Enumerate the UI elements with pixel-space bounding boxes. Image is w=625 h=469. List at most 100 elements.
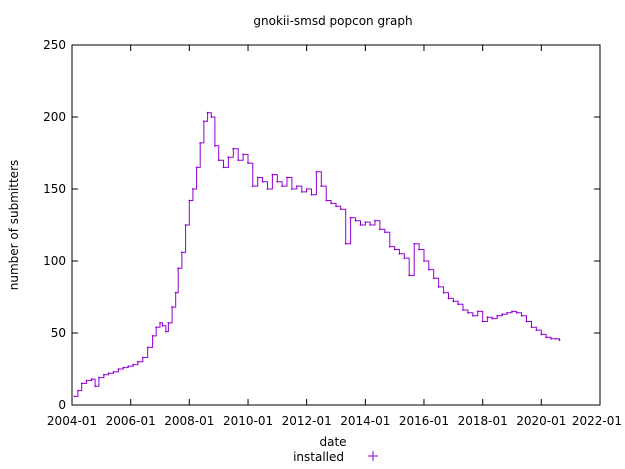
x-axis: 2004-01 2006-01 2008-01 2010-01 2012-01 2014-… (47, 45, 622, 428)
data-point (432, 277, 435, 280)
data-point (354, 219, 357, 222)
data-point (530, 326, 533, 329)
data-point (491, 317, 494, 320)
data-point (452, 300, 455, 303)
y-tick-label: 200 (43, 110, 66, 124)
data-point (418, 248, 420, 251)
data-point (393, 248, 396, 251)
data-point (146, 346, 149, 349)
data-point (256, 176, 259, 179)
data-point (550, 337, 552, 340)
data-point (122, 366, 125, 369)
data-point (232, 147, 235, 150)
data-point (73, 395, 76, 398)
chart-title: gnokii-smsd popcon graph (253, 14, 412, 28)
y-axis: 0 50 100 150 200 250 (43, 38, 600, 412)
y-tick-label: 0 (58, 398, 66, 412)
data-point (442, 291, 445, 294)
data-point (369, 224, 371, 226)
data-point (161, 324, 164, 327)
y-axis-label: number of submitters (7, 160, 21, 291)
data-point (90, 378, 93, 380)
series-layer (73, 111, 561, 398)
x-tick-label: 2016-01 (399, 414, 449, 428)
data-point (174, 291, 177, 294)
data-point (374, 219, 376, 222)
data-point (330, 202, 333, 205)
data-point (98, 376, 100, 379)
data-point (555, 337, 557, 340)
data-point (217, 159, 220, 162)
data-point (222, 166, 225, 169)
data-point (511, 310, 513, 313)
data-point (167, 322, 170, 324)
data-point (266, 188, 269, 190)
data-point (117, 368, 120, 370)
data-point (251, 185, 254, 188)
data-point (506, 311, 508, 314)
x-tick-label: 2004-01 (47, 414, 97, 428)
data-point (281, 185, 283, 188)
data-point (151, 334, 154, 337)
x-tick-label: 2010-01 (223, 414, 273, 428)
data-point (195, 166, 198, 169)
data-point (77, 389, 79, 392)
data-point (85, 379, 88, 382)
x-tick-label: 2012-01 (282, 414, 332, 428)
data-point (359, 224, 362, 226)
data-point (184, 224, 187, 226)
data-point (349, 216, 352, 219)
x-tick-label: 2022-01 (572, 414, 622, 428)
data-point (315, 170, 318, 173)
data-point (423, 260, 425, 262)
legend-label: installed (293, 450, 344, 464)
data-point (206, 111, 209, 114)
data-point (486, 316, 489, 319)
data-point (155, 326, 158, 329)
data-point (276, 180, 279, 183)
data-point (300, 190, 303, 193)
data-point (378, 228, 381, 231)
data-point (181, 251, 183, 254)
data-point (383, 231, 386, 234)
legend: installed (293, 450, 378, 464)
x-axis-label: date (319, 435, 346, 449)
data-point (466, 311, 469, 314)
x-tick-label: 2006-01 (106, 414, 156, 428)
data-point (112, 370, 115, 373)
data-point (127, 365, 130, 368)
data-point (286, 176, 288, 179)
data-point (339, 208, 342, 211)
data-point (501, 313, 504, 316)
x-tick-label: 2014-01 (340, 414, 390, 428)
data-point (457, 303, 460, 306)
data-point (242, 153, 245, 156)
x-tick-label: 2018-01 (458, 414, 508, 428)
data-point (271, 173, 274, 176)
y-tick-label: 150 (43, 182, 66, 196)
data-point (102, 373, 105, 376)
data-point (413, 242, 416, 245)
data-point (295, 185, 298, 188)
data-point (476, 310, 479, 313)
data-point (364, 221, 367, 224)
plot-frame (71, 44, 601, 406)
data-point (540, 333, 543, 336)
data-point (227, 156, 230, 159)
data-point (177, 267, 180, 270)
data-point (203, 120, 205, 123)
data-point (325, 199, 328, 202)
data-point (310, 193, 313, 196)
data-point (462, 309, 464, 311)
data-point (535, 329, 538, 332)
data-point (214, 144, 216, 147)
data-point (558, 339, 561, 342)
series-line (74, 112, 560, 397)
data-point (164, 330, 167, 333)
data-point (305, 188, 308, 190)
data-point (520, 314, 523, 317)
data-point (403, 257, 406, 260)
data-point (188, 199, 191, 202)
data-point (210, 116, 213, 118)
